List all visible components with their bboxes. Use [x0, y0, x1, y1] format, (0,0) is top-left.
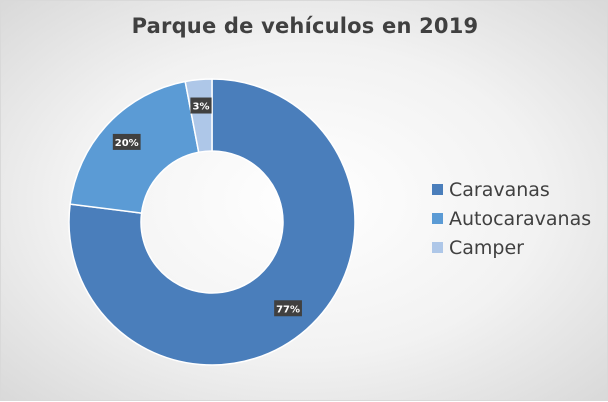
data-label-autocaravanas: 20%: [112, 133, 141, 150]
legend-label-caravanas: Caravanas: [449, 178, 550, 201]
legend-swatch-autocaravanas: [432, 213, 443, 224]
data-label-box-camper: [190, 97, 212, 114]
legend-item-caravanas: Caravanas: [432, 175, 591, 204]
legend-item-camper: Camper: [432, 233, 591, 262]
chart-title: Parque de vehículos en 2019: [131, 14, 479, 38]
data-label-camper: 3%: [190, 97, 212, 114]
legend-label-camper: Camper: [449, 236, 524, 259]
legend-swatch-caravanas: [432, 184, 443, 195]
legend-label-autocaravanas: Autocaravanas: [449, 207, 592, 230]
data-label-caravanas: 77%: [274, 300, 302, 317]
slice-caravanas: [68, 78, 356, 366]
data-label-text-caravanas: 77%: [276, 304, 300, 315]
data-label-box-autocaravanas: [112, 133, 141, 150]
data-label-text-camper: 3%: [192, 102, 209, 113]
data-label-text-autocaravanas: 20%: [115, 138, 139, 149]
data-label-box-caravanas: [274, 300, 302, 317]
slice-camper: [184, 78, 213, 154]
legend-item-autocaravanas: Autocaravanas: [432, 204, 591, 233]
legend: Caravanas Autocaravanas Camper: [432, 175, 591, 262]
legend-swatch-camper: [432, 242, 443, 253]
